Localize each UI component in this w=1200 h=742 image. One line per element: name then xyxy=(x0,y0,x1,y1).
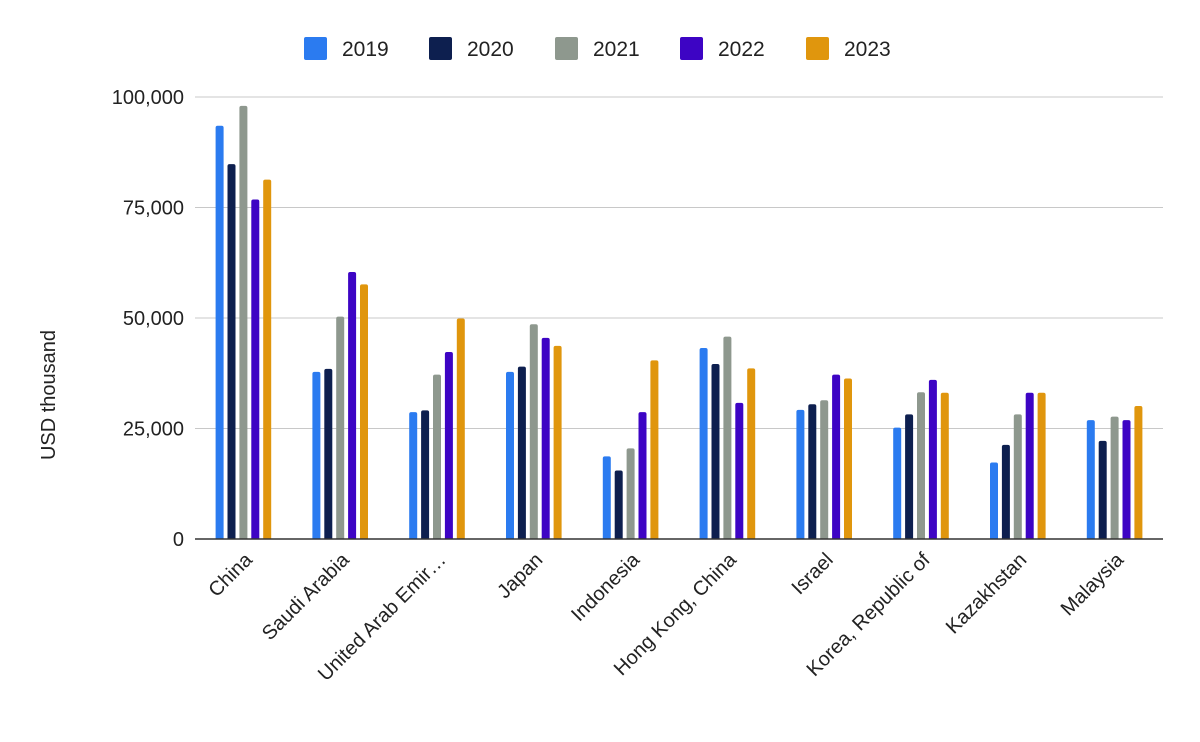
bar xyxy=(1025,392,1034,539)
bar xyxy=(940,392,949,539)
bar xyxy=(215,125,224,539)
legend-label: 2022 xyxy=(718,38,765,61)
bar xyxy=(312,371,321,539)
x-tick-label: Japan xyxy=(493,549,547,603)
bar xyxy=(905,414,914,539)
bar xyxy=(239,105,248,539)
bar xyxy=(360,284,368,539)
bar xyxy=(421,410,430,539)
bar xyxy=(928,379,937,539)
bar xyxy=(324,368,333,539)
legend-item: 2021 xyxy=(555,37,640,61)
bar xyxy=(796,409,805,539)
legend-swatch xyxy=(304,37,327,60)
legend-label: 2019 xyxy=(342,38,389,61)
bar xyxy=(820,400,829,539)
bar xyxy=(844,378,852,539)
legend-swatch xyxy=(429,37,452,60)
bars xyxy=(215,105,1143,540)
bar xyxy=(444,352,453,539)
bar xyxy=(456,318,465,539)
bar xyxy=(602,456,611,539)
legend: 2019 2020 2021 2022 2023 xyxy=(304,37,891,61)
bar xyxy=(251,199,260,539)
y-tick-label: 50,000 xyxy=(123,308,184,330)
bar-group xyxy=(506,324,562,539)
bar xyxy=(336,316,345,539)
legend-swatch xyxy=(806,37,829,60)
bar xyxy=(1098,440,1107,539)
bar xyxy=(650,360,659,539)
bar xyxy=(917,392,925,539)
bar-group xyxy=(699,336,756,539)
y-axis-ticks: 0 25,000 50,000 75,000 100,000 xyxy=(112,87,184,551)
bar xyxy=(990,462,998,539)
bar xyxy=(263,179,272,540)
legend-item: 2020 xyxy=(429,37,514,61)
legend-label: 2023 xyxy=(844,38,891,61)
bar xyxy=(517,366,526,539)
y-tick-label: 100,000 xyxy=(112,87,184,109)
bar xyxy=(808,404,817,539)
bar-group xyxy=(1086,405,1143,539)
bar xyxy=(541,337,550,539)
bar xyxy=(747,368,756,539)
bar xyxy=(1110,416,1119,539)
bar-group xyxy=(893,379,949,539)
bar xyxy=(1037,392,1046,539)
legend-item: 2023 xyxy=(806,37,891,61)
legend-swatch xyxy=(680,37,703,60)
bar-group xyxy=(409,318,465,539)
bar xyxy=(893,427,902,539)
bar xyxy=(1134,405,1143,539)
bar xyxy=(433,374,441,539)
bar xyxy=(348,272,357,539)
x-tick-label: Israel xyxy=(788,549,838,599)
bar xyxy=(529,324,538,539)
x-tick-label: Kazakhstan xyxy=(942,549,1031,638)
y-tick-label: 75,000 xyxy=(123,198,184,220)
bar xyxy=(1013,414,1022,539)
legend-item: 2019 xyxy=(304,37,389,61)
legend-label: 2021 xyxy=(593,38,640,61)
bar xyxy=(227,164,236,539)
bar xyxy=(1086,420,1095,539)
bar-group xyxy=(602,360,659,539)
y-axis-label: USD thousand xyxy=(38,330,60,460)
legend-swatch xyxy=(555,37,578,60)
bar-group xyxy=(990,392,1046,539)
x-tick-label: Malaysia xyxy=(1057,548,1129,620)
x-tick-label: Indonesia xyxy=(567,548,645,626)
bar xyxy=(626,448,635,539)
bar xyxy=(832,374,841,539)
y-tick-label: 0 xyxy=(173,529,184,551)
legend-label: 2020 xyxy=(467,38,514,61)
bar-group xyxy=(796,374,852,539)
x-tick-label: Saudi Arabia xyxy=(258,548,354,644)
bar xyxy=(409,412,418,539)
bar xyxy=(506,371,514,539)
bar xyxy=(638,412,647,539)
legend-item: 2022 xyxy=(680,37,765,61)
bar xyxy=(614,470,623,539)
bar-group xyxy=(312,272,368,539)
x-tick-label: China xyxy=(204,548,257,601)
gridlines xyxy=(195,96,1163,429)
bar xyxy=(711,363,720,539)
bar xyxy=(723,336,732,539)
bar xyxy=(699,348,708,539)
bar xyxy=(553,345,562,539)
bar-group xyxy=(215,105,272,540)
bar xyxy=(1001,444,1010,539)
y-tick-label: 25,000 xyxy=(123,419,184,441)
bar xyxy=(1122,420,1131,539)
bar xyxy=(735,402,744,539)
